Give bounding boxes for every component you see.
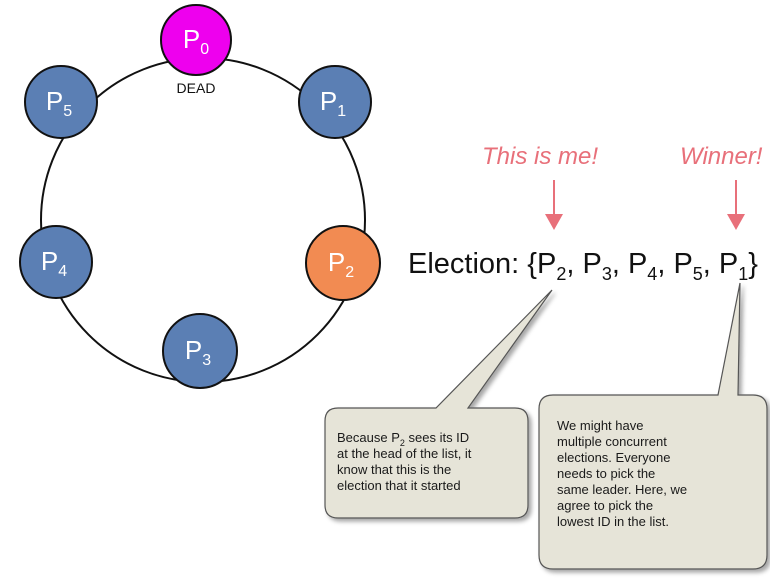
node-p3-label: P3	[185, 335, 211, 369]
node-p3: P3	[162, 313, 238, 389]
node-p1-label: P1	[320, 86, 346, 120]
node-p5-label: P5	[46, 86, 72, 120]
election-item-p1: P	[719, 248, 738, 280]
callout-left	[324, 289, 553, 519]
node-p2-label: P2	[328, 247, 354, 281]
callout-right	[538, 282, 768, 570]
callout-left-text: Because P2 sees its ID at the head of th…	[337, 430, 475, 493]
election-list: Election: {P2, P3, P4, P5, P1}	[408, 248, 758, 284]
node-p5-circle	[24, 65, 98, 139]
election-item-p5: P	[673, 248, 692, 280]
node-p4-label: P4	[41, 246, 67, 280]
node-p4: P4	[19, 225, 93, 299]
node-p3-circle	[162, 313, 238, 389]
this-is-me-label: This is me!	[482, 143, 598, 170]
node-p2-circle	[305, 225, 381, 301]
node-p0-label: P0	[183, 24, 209, 58]
callout-right-text: We might have multiple concurrent electi…	[557, 418, 691, 529]
election-item-p2: P	[537, 248, 556, 280]
election-prefix: Election: {	[408, 248, 537, 280]
this-is-me-arrow	[545, 180, 563, 230]
node-p2: P2	[305, 225, 381, 301]
winner-arrow	[727, 180, 745, 230]
node-p0-circle	[160, 4, 232, 76]
election-item-p3: P	[582, 248, 601, 280]
node-p1: P1	[298, 65, 372, 139]
winner-label: Winner!	[680, 143, 763, 170]
node-p0-status: DEAD	[177, 80, 216, 96]
election-item-p4: P	[628, 248, 647, 280]
node-p4-circle	[19, 225, 93, 299]
node-p5: P5	[24, 65, 98, 139]
node-p1-circle	[298, 65, 372, 139]
node-p0: P0 DEAD	[160, 4, 232, 96]
